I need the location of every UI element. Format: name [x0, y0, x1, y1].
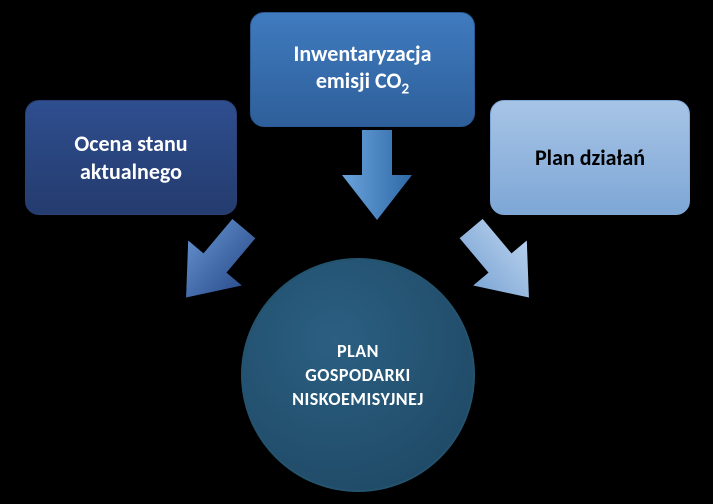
input-box-actionplan-label: Plan działań [535, 144, 645, 172]
input-box-assessment: Ocena stanu aktualnego [25, 100, 237, 215]
arrow-down-icon [342, 130, 412, 220]
input-box-assessment-label: Ocena stanu aktualnego [40, 130, 222, 185]
circle-line2: GOSPODARKI [305, 364, 411, 386]
target-circle-plan: PLAN GOSPODARKI NISKOEMISYJNEJ [241, 258, 475, 492]
circle-line3: NISKOEMISYJNEJ [292, 388, 424, 410]
inventory-line1: Inwentaryzacja [294, 40, 432, 67]
input-box-inventory: Inwentaryzacja emisji CO2 [250, 12, 475, 127]
target-circle-label: PLAN GOSPODARKI NISKOEMISYJNEJ [292, 339, 424, 412]
arrow-left-icon [159, 206, 270, 320]
input-box-actionplan: Plan działań [490, 100, 690, 215]
circle-line1: PLAN [337, 340, 379, 362]
arrow-right-icon [444, 206, 555, 320]
input-box-inventory-label: Inwentaryzacja emisji CO2 [294, 40, 432, 99]
inventory-line2-sub: 2 [401, 80, 409, 99]
inventory-line2-prefix: emisji CO [316, 67, 402, 94]
